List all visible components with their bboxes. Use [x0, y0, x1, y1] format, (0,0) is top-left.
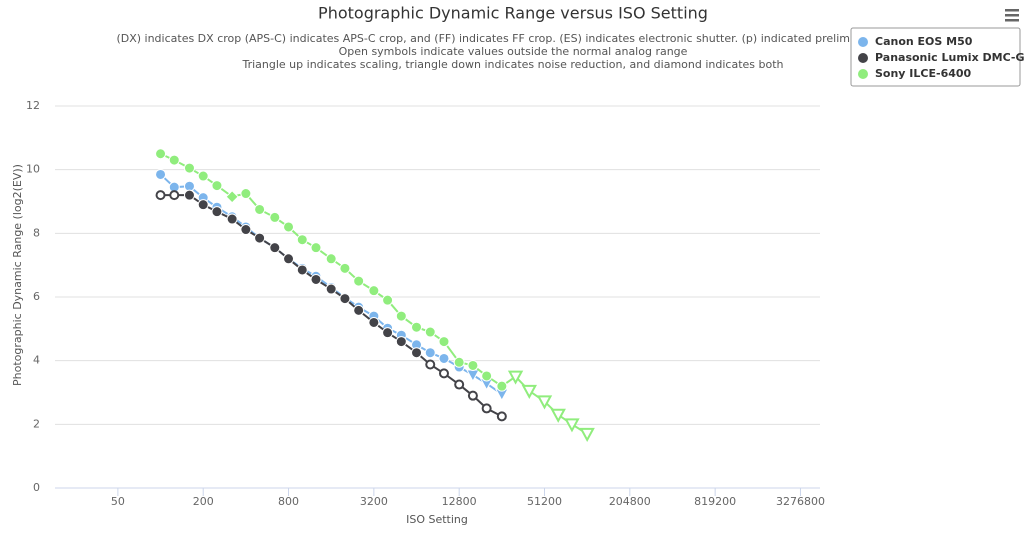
y-tick-label: 8 — [33, 226, 40, 239]
y-tick-label: 4 — [33, 354, 40, 367]
point — [550, 408, 566, 423]
point — [382, 294, 394, 306]
point — [296, 264, 308, 276]
point — [283, 253, 295, 265]
point — [425, 359, 436, 370]
point — [226, 213, 238, 225]
point — [325, 283, 337, 295]
point — [454, 379, 465, 390]
point — [411, 321, 423, 333]
point — [339, 262, 351, 274]
point — [155, 168, 167, 180]
point — [481, 370, 493, 382]
y-tick-label: 6 — [33, 290, 40, 303]
point — [310, 273, 322, 285]
point — [225, 190, 239, 204]
point — [283, 221, 295, 233]
subtitle: Triangle up indicates scaling, triangle … — [241, 58, 783, 71]
point — [183, 162, 195, 174]
point — [353, 275, 365, 287]
y-tick-label: 0 — [33, 481, 40, 494]
menu-bar — [1005, 14, 1019, 17]
point — [183, 189, 195, 201]
point — [254, 232, 266, 244]
chart-title: Photographic Dynamic Range versus ISO Se… — [318, 4, 708, 23]
point — [382, 327, 394, 339]
point — [536, 395, 553, 410]
point — [496, 411, 507, 422]
point — [325, 253, 337, 265]
point — [496, 380, 508, 392]
point — [310, 242, 322, 254]
x-tick-label: 800 — [278, 495, 299, 508]
point — [368, 285, 380, 297]
point — [579, 427, 595, 442]
point — [155, 148, 167, 160]
point — [467, 390, 478, 401]
point — [564, 418, 580, 433]
y-tick-label: 10 — [26, 163, 40, 176]
point — [438, 368, 449, 379]
point — [211, 180, 223, 192]
legend-symbol — [858, 69, 868, 79]
point — [424, 326, 436, 338]
point — [438, 336, 450, 348]
point — [168, 154, 180, 166]
point — [466, 369, 480, 383]
legend-symbol — [858, 53, 868, 63]
point — [507, 370, 524, 385]
point — [353, 304, 365, 316]
legend-label: Sony ILCE-6400 — [875, 67, 972, 80]
x-tick-label: 50 — [111, 495, 125, 508]
x-tick-label: 819200 — [694, 495, 736, 508]
y-axis-label: Photographic Dynamic Range (log2(EV)) — [11, 164, 24, 386]
point — [211, 206, 223, 218]
legend: Canon EOS M50 Panasonic Lumix DMC-G85 Sony… — [850, 27, 1024, 87]
point — [521, 384, 537, 399]
point — [339, 293, 351, 305]
point — [424, 347, 436, 359]
x-axis-label: ISO Setting — [406, 513, 468, 526]
point — [155, 190, 166, 201]
series-line — [160, 194, 503, 418]
point — [467, 359, 479, 371]
y-tick-label: 12 — [26, 99, 40, 112]
menu-bar — [1005, 19, 1019, 22]
point — [481, 403, 492, 414]
point — [296, 234, 308, 246]
legend-label: Panasonic Lumix DMC-G85 — [875, 51, 1024, 64]
y-tick-label: 2 — [33, 417, 40, 430]
point — [169, 190, 180, 201]
point — [395, 310, 407, 322]
series — [155, 189, 507, 422]
point — [197, 199, 209, 211]
point — [240, 188, 252, 200]
point — [395, 336, 407, 348]
legend-symbol — [858, 37, 868, 47]
menu-button[interactable] — [1005, 9, 1019, 22]
subtitle: Open symbols indicate values outside the… — [339, 45, 688, 58]
x-tick-label: 204800 — [609, 495, 651, 508]
point — [438, 352, 450, 364]
x-tick-label: 51200 — [527, 495, 562, 508]
menu-bar — [1005, 9, 1019, 12]
x-tick-label: 12800 — [442, 495, 477, 508]
point — [240, 224, 252, 236]
x-tick-label: 3276800 — [776, 495, 825, 508]
point — [254, 203, 266, 215]
point — [269, 211, 281, 223]
point — [453, 356, 465, 368]
series — [155, 148, 595, 442]
legend-box — [850, 27, 1021, 87]
point — [368, 316, 380, 328]
subtitle: (DX) indicates DX crop (APS-C) indicates… — [116, 32, 909, 45]
legend-label: Canon EOS M50 — [875, 35, 973, 48]
point — [197, 170, 209, 182]
point — [411, 347, 423, 359]
x-tick-label: 200 — [193, 495, 214, 508]
x-tick-label: 3200 — [360, 495, 388, 508]
point — [269, 242, 281, 254]
